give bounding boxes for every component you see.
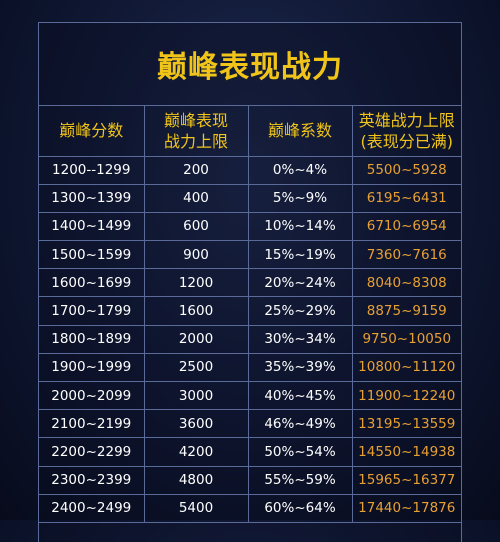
cell-hero-power: 9750~10050 [351,324,461,354]
cell-power-limit: 2000 [143,324,249,354]
page-title: 巅峰表现战力 [39,23,461,106]
cell-coefficient: 40%~45% [247,380,353,411]
header-hero-power: 英雄战力上限 (表现分已满) [351,106,461,157]
cell-power-limit: 200 [143,155,249,185]
cell-power-limit: 4800 [143,465,249,495]
cell-score: 2300~2399 [39,465,145,495]
header-hero-line1: 英雄战力上限 [358,110,455,130]
cell-coefficient: 0%~4% [247,155,353,185]
cell-hero-power: 5500~5928 [351,155,461,185]
cell-power-limit: 5400 [143,493,249,523]
table-row: 1800~1899 2000 30%~34% 9750~10050 [39,324,461,354]
cell-score: 1900~1999 [39,352,145,383]
header-power-limit-line2: 战力上限 [163,131,228,151]
cell-power-limit: 3000 [143,380,249,411]
cell-hero-power: 6710~6954 [351,211,461,242]
table-row: 2100~2199 3600 46%~49% 13195~13559 [39,409,461,439]
cell-power-limit: 2500 [143,352,249,383]
table-row: 2400~2499 5400 60%~64% 17440~17876 [39,493,461,523]
cell-hero-power: 7360~7616 [351,240,461,270]
cell-score: 2100~2199 [39,409,145,439]
cell-hero-power: 13195~13559 [351,409,461,439]
table-row: 1300~1399 400 5%~9% 6195~6431 [39,183,461,213]
cell-hero-power: 15965~16377 [351,465,461,495]
cell-power-limit: 900 [143,240,249,270]
cell-coefficient: 35%~39% [247,352,353,383]
cell-score: 1700~1799 [39,296,145,326]
cell-coefficient: 46%~49% [247,409,353,439]
cell-power-limit: 600 [143,211,249,242]
cell-score: 1400~1499 [39,211,145,242]
table-body: 1200--1299 200 0%~4% 5500~5928 1300~1399 400 5… [39,155,461,523]
table-row: 1900~1999 2500 35%~39% 10800~11120 [39,352,461,383]
cell-hero-power: 14550~14938 [351,437,461,467]
header-power-limit-line1: 巅峰表现 [163,110,228,130]
header-score: 巅峰分数 [39,106,145,157]
cell-power-limit: 1600 [143,296,249,326]
header-power-limit: 巅峰表现 战力上限 [143,106,249,157]
table-row: 2000~2099 3000 40%~45% 11900~12240 [39,380,461,411]
table-row: 2300~2399 4800 55%~59% 15965~16377 [39,465,461,495]
cell-score: 2200~2299 [39,437,145,467]
header-coefficient: 巅峰系数 [247,106,353,157]
table-row: 1400~1499 600 10%~14% 6710~6954 [39,211,461,242]
cell-power-limit: 3600 [143,409,249,439]
header-hero-line2: (表现分已满) [360,131,454,151]
cell-coefficient: 15%~19% [247,240,353,270]
table-row: 1700~1799 1600 25%~29% 8875~9159 [39,296,461,326]
cell-score: 1600~1699 [39,268,145,298]
cell-coefficient: 20%~24% [247,268,353,298]
cell-hero-power: 8875~9159 [351,296,461,326]
cell-score: 1800~1899 [39,324,145,354]
cell-coefficient: 60%~64% [247,493,353,523]
power-table-panel: 巅峰表现战力 巅峰分数 巅峰表现 战力上限 巅峰系数 英雄战力上限 (表现分已满… [38,22,462,542]
cell-hero-power: 17440~17876 [351,493,461,523]
cell-coefficient: 30%~34% [247,324,353,354]
cell-hero-power: 10800~11120 [351,352,461,383]
cell-score: 1300~1399 [39,183,145,213]
table-row: 2200~2299 4200 50%~54% 14550~14938 [39,437,461,467]
cell-power-limit: 400 [143,183,249,213]
cell-coefficient: 5%~9% [247,183,353,213]
power-table: 巅峰分数 巅峰表现 战力上限 巅峰系数 英雄战力上限 (表现分已满) 1200-… [39,106,461,523]
cell-hero-power: 6195~6431 [351,183,461,213]
table-row: 1200--1299 200 0%~4% 5500~5928 [39,155,461,185]
cell-hero-power: 11900~12240 [351,380,461,411]
cell-power-limit: 1200 [143,268,249,298]
table-row: 1500~1599 900 15%~19% 7360~7616 [39,240,461,270]
cell-coefficient: 10%~14% [247,211,353,242]
cell-hero-power: 8040~8308 [351,268,461,298]
cell-power-limit: 4200 [143,437,249,467]
cell-score: 2400~2499 [39,493,145,523]
table-header-row: 巅峰分数 巅峰表现 战力上限 巅峰系数 英雄战力上限 (表现分已满) [39,106,461,157]
cell-score: 1500~1599 [39,240,145,270]
cell-score: 1200--1299 [39,155,145,185]
cell-coefficient: 55%~59% [247,465,353,495]
cell-coefficient: 50%~54% [247,437,353,467]
cell-score: 2000~2099 [39,380,145,411]
table-row: 1600~1699 1200 20%~24% 8040~8308 [39,268,461,298]
cell-coefficient: 25%~29% [247,296,353,326]
